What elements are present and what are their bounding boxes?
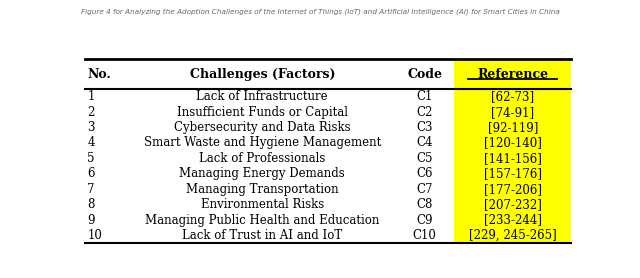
Text: [233-244]: [233-244]	[484, 214, 541, 227]
Text: 5: 5	[88, 152, 95, 165]
Text: 4: 4	[88, 136, 95, 150]
Text: C3: C3	[417, 121, 433, 134]
Text: [92-119]: [92-119]	[488, 121, 538, 134]
Text: [207-232]: [207-232]	[484, 198, 541, 211]
Text: Environmental Risks: Environmental Risks	[201, 198, 324, 211]
Text: C4: C4	[417, 136, 433, 150]
Text: C1: C1	[417, 90, 433, 103]
Text: Cybersecurity and Data Risks: Cybersecurity and Data Risks	[174, 121, 351, 134]
Text: [177-206]: [177-206]	[484, 183, 541, 196]
Text: C8: C8	[417, 198, 433, 211]
Text: C5: C5	[417, 152, 433, 165]
Text: Lack of Professionals: Lack of Professionals	[199, 152, 326, 165]
Bar	[454, 89, 571, 105]
Text: Smart Waste and Hygiene Management: Smart Waste and Hygiene Management	[143, 136, 381, 150]
Text: Managing Public Health and Education: Managing Public Health and Education	[145, 214, 380, 227]
Text: C10: C10	[413, 229, 436, 242]
Text: 2: 2	[88, 106, 95, 119]
Text: Challenges (Factors): Challenges (Factors)	[189, 68, 335, 81]
Text: Managing Energy Demands: Managing Energy Demands	[179, 167, 345, 180]
Text: [120-140]: [120-140]	[484, 136, 541, 150]
Bar	[454, 59, 571, 89]
Text: 9: 9	[88, 214, 95, 227]
Text: 8: 8	[88, 198, 95, 211]
Text: 7: 7	[88, 183, 95, 196]
Bar	[454, 182, 571, 197]
Bar	[454, 120, 571, 135]
Text: Code: Code	[407, 68, 442, 81]
Text: C7: C7	[417, 183, 433, 196]
Text: 1: 1	[88, 90, 95, 103]
Bar	[454, 212, 571, 228]
Text: 6: 6	[88, 167, 95, 180]
Bar	[454, 151, 571, 166]
Text: C9: C9	[417, 214, 433, 227]
Bar	[454, 228, 571, 243]
Bar	[454, 166, 571, 182]
Text: Reference: Reference	[477, 68, 548, 81]
Bar	[454, 197, 571, 212]
Text: 10: 10	[88, 229, 102, 242]
Bar	[454, 105, 571, 120]
Text: C6: C6	[417, 167, 433, 180]
Text: [74-91]: [74-91]	[491, 106, 534, 119]
Text: Managing Transportation: Managing Transportation	[186, 183, 339, 196]
Text: C2: C2	[417, 106, 433, 119]
Text: Lack of Trust in AI and IoT: Lack of Trust in AI and IoT	[182, 229, 342, 242]
Text: No.: No.	[88, 68, 111, 81]
Bar	[454, 135, 571, 151]
Text: Insufficient Funds or Capital: Insufficient Funds or Capital	[177, 106, 348, 119]
Text: Lack of Infrastructure: Lack of Infrastructure	[196, 90, 328, 103]
Text: 3: 3	[88, 121, 95, 134]
Text: [229, 245-265]: [229, 245-265]	[469, 229, 557, 242]
Text: Figure 4 for Analyzing the Adoption Challenges of the Internet of Things (IoT) a: Figure 4 for Analyzing the Adoption Chal…	[81, 8, 559, 15]
Text: [157-176]: [157-176]	[484, 167, 541, 180]
Text: [141-156]: [141-156]	[484, 152, 541, 165]
Text: [62-73]: [62-73]	[491, 90, 534, 103]
